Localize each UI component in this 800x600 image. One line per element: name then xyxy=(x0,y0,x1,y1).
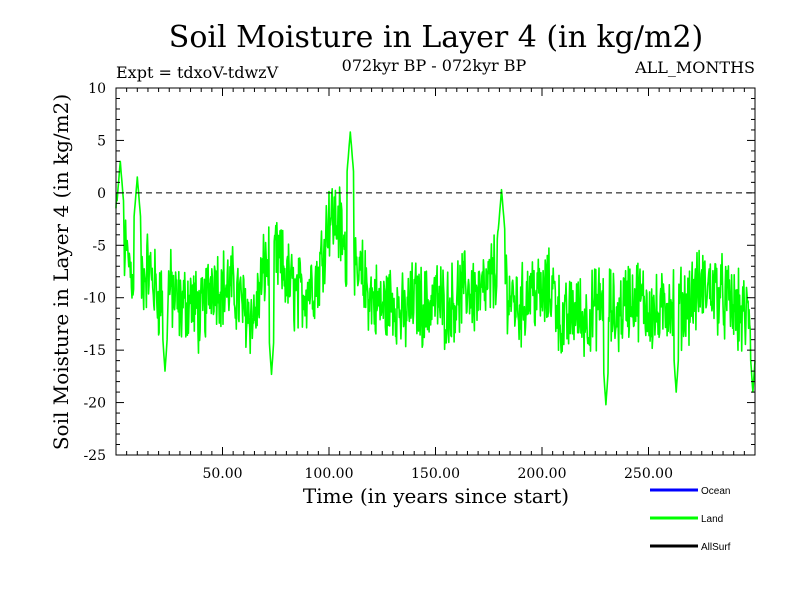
x-axis-ticks: 50.00 100.00 150.00 200.00 250.00 xyxy=(126,88,745,482)
legend-label-allsurf: AllSurf xyxy=(701,542,731,553)
x-tick-label: 50.00 xyxy=(202,466,242,482)
y-tick-label: -20 xyxy=(83,396,106,412)
series-line-land xyxy=(115,131,756,406)
legend-label-land: Land xyxy=(701,514,723,525)
y-tick-label: 10 xyxy=(88,81,106,97)
x-tick-label: 150.00 xyxy=(411,466,460,482)
y-tick-label: 5 xyxy=(97,133,106,149)
experiment-label: Expt = tdxoV-tdwzV xyxy=(116,63,279,82)
period-label: 072kyr BP - 072kyr BP xyxy=(342,56,527,75)
legend: Ocean Land AllSurf xyxy=(650,486,731,553)
y-tick-label: -5 xyxy=(92,238,106,254)
chart-title: Soil Moisture in Layer 4 (in kg/m2) xyxy=(169,20,703,55)
legend-label-ocean: Ocean xyxy=(701,486,730,497)
y-tick-label: 0 xyxy=(97,186,106,202)
y-tick-label: -25 xyxy=(83,448,106,464)
y-axis-label: Soil Moisture in Layer 4 (in kg/m2) xyxy=(49,94,73,450)
x-axis-label: Time (in years since start) xyxy=(303,484,569,508)
months-label: ALL_MONTHS xyxy=(634,58,755,77)
y-tick-label: -15 xyxy=(83,343,106,359)
y-tick-label: -10 xyxy=(83,291,106,307)
x-tick-label: 100.00 xyxy=(305,466,354,482)
plot-area: 50.00 100.00 150.00 200.00 250.00 10 5 0 -5 -10 -… xyxy=(83,81,756,482)
x-tick-label: 200.00 xyxy=(518,466,567,482)
series-layer xyxy=(115,131,756,406)
x-tick-label: 250.00 xyxy=(624,466,673,482)
y-axis-ticks: 10 5 0 -5 -10 -15 -20 -25 xyxy=(83,81,755,464)
